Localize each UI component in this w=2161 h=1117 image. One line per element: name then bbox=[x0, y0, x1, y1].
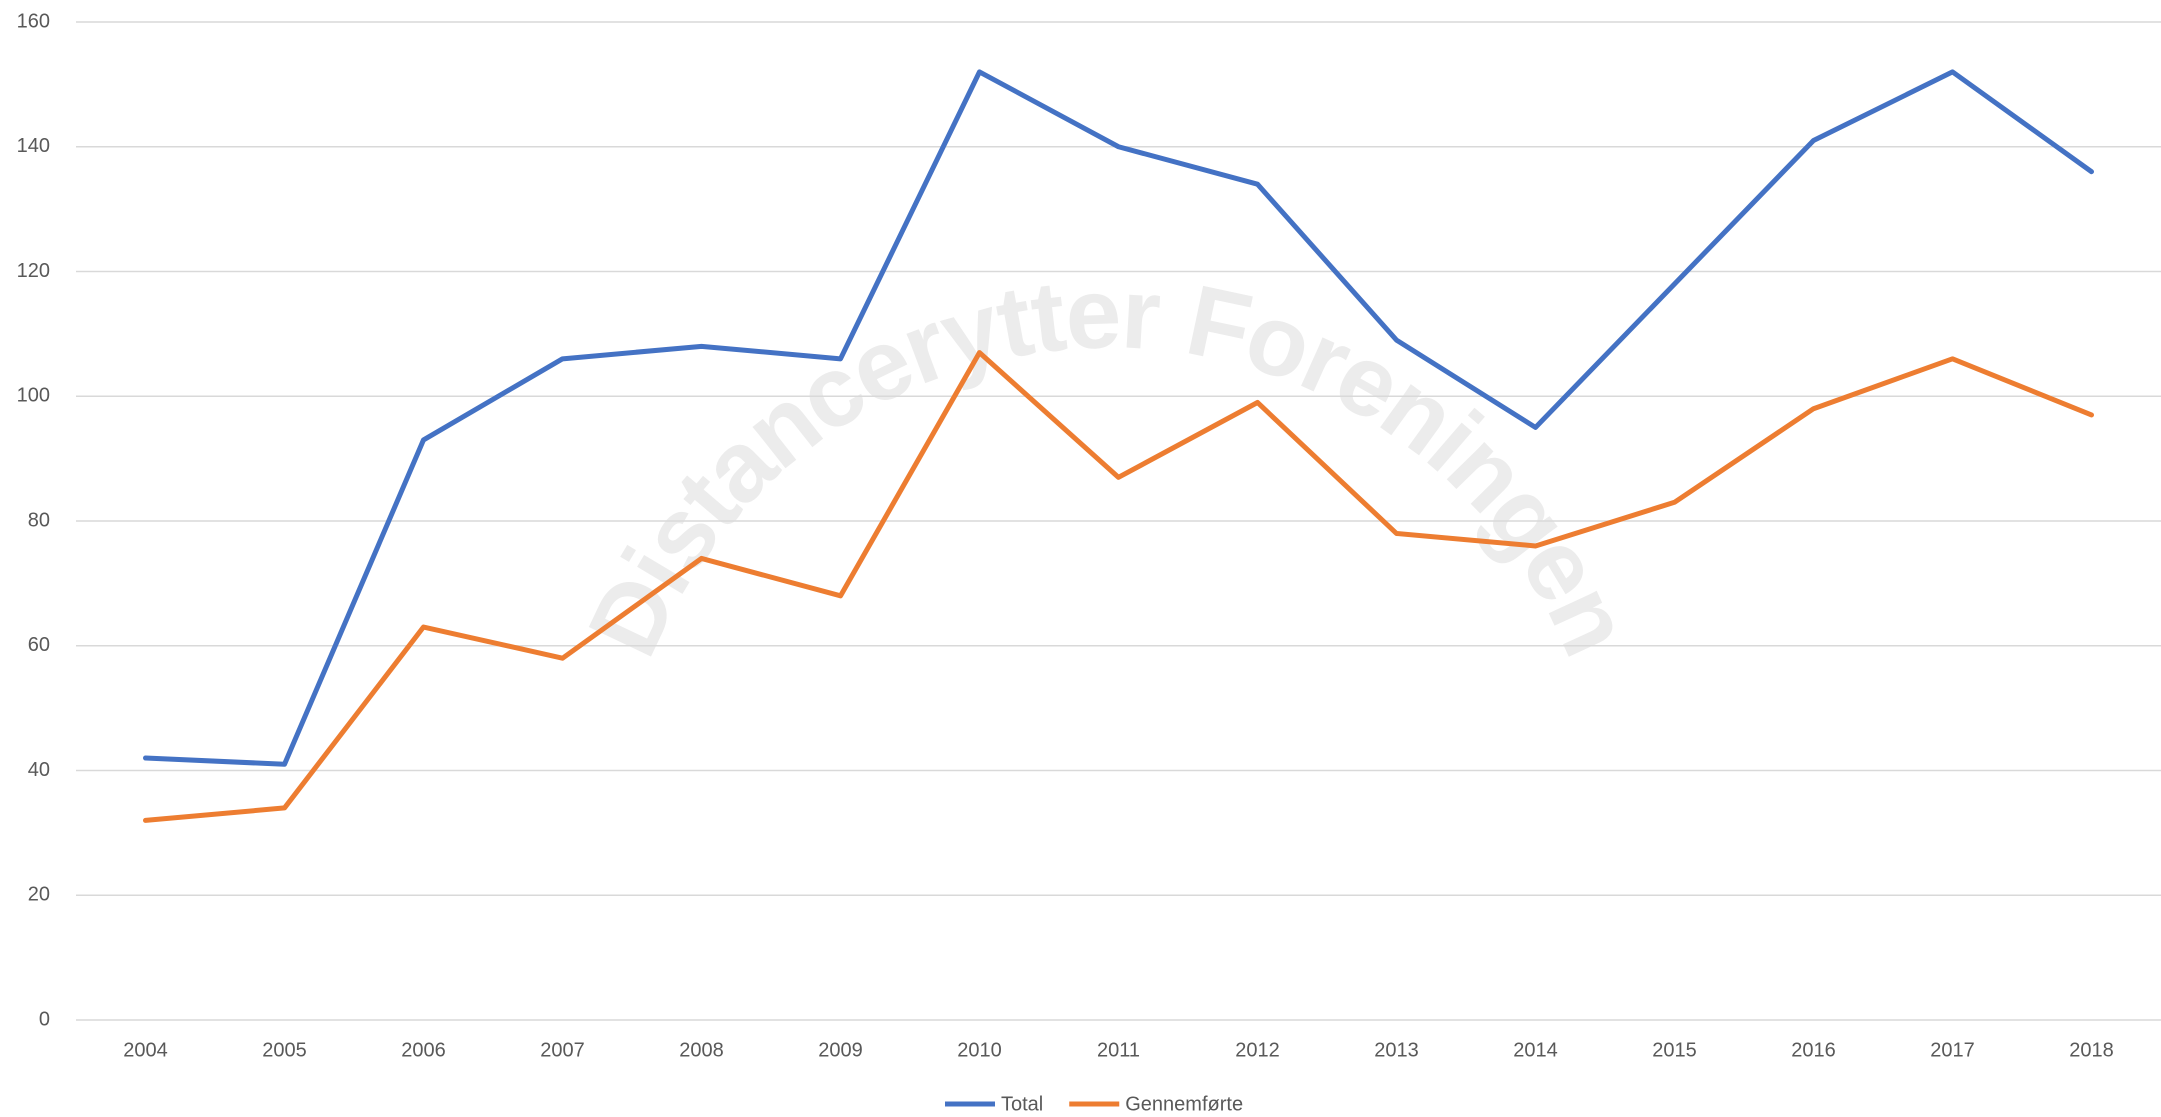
legend: Total Gennemførte bbox=[945, 1093, 1243, 1115]
watermark: Distancerytter Foreningen bbox=[567, 257, 1653, 672]
y-tick-label: 40 bbox=[28, 759, 50, 781]
y-tick-label: 0 bbox=[39, 1008, 50, 1030]
page: {"chart_data": {"type": "line", "waterma… bbox=[0, 0, 2161, 1117]
x-tick-label: 2008 bbox=[679, 1039, 724, 1061]
series-line bbox=[146, 353, 2092, 821]
x-tick-label: 2004 bbox=[123, 1039, 168, 1061]
x-tick-label: 2017 bbox=[1930, 1039, 1975, 1061]
chart: Distancerytter Foreningen 0 20 40 60 80 100 12… bbox=[0, 0, 2161, 1117]
x-tick-label: 2018 bbox=[2069, 1039, 2114, 1061]
y-tick-label: 140 bbox=[17, 135, 50, 157]
x-tick-label: 2014 bbox=[1513, 1039, 1558, 1061]
x-tick-label: 2006 bbox=[401, 1039, 446, 1061]
y-tick-label: 60 bbox=[28, 634, 50, 656]
y-tick-label: 160 bbox=[17, 10, 50, 32]
x-tick-label: 2015 bbox=[1652, 1039, 1697, 1061]
watermark-text: Distancerytter Foreningen bbox=[567, 257, 1653, 672]
y-tick-label: 120 bbox=[17, 260, 50, 282]
x-tick-label: 2007 bbox=[540, 1039, 585, 1061]
x-tick-label: 2009 bbox=[818, 1039, 863, 1061]
x-tick-label: 2012 bbox=[1235, 1039, 1280, 1061]
y-tick-label: 100 bbox=[17, 385, 50, 407]
y-tick-label: 80 bbox=[28, 509, 50, 531]
y-tick-label: 20 bbox=[28, 884, 50, 906]
legend-label: Gennemførte bbox=[1125, 1093, 1243, 1115]
legend-label: Total bbox=[1001, 1093, 1043, 1115]
x-tick-label: 2011 bbox=[1097, 1039, 1140, 1061]
x-tick-label: 2010 bbox=[957, 1039, 1002, 1061]
x-tick-label: 2013 bbox=[1374, 1039, 1419, 1061]
x-tick-label: 2005 bbox=[262, 1039, 307, 1061]
x-tick-label: 2016 bbox=[1791, 1039, 1836, 1061]
